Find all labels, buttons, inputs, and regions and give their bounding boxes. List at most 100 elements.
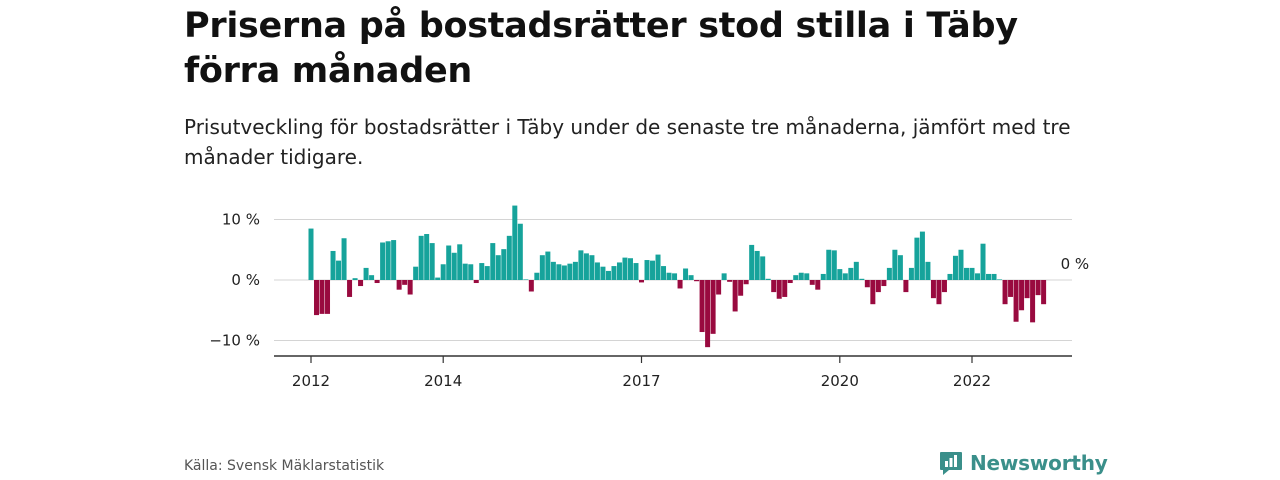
bar (997, 279, 1003, 280)
bar (611, 266, 617, 280)
bar (765, 278, 771, 280)
bar (650, 260, 656, 280)
bar (897, 255, 903, 280)
bar (1019, 280, 1025, 311)
bar (930, 280, 936, 299)
bar (600, 266, 606, 280)
bar (435, 277, 441, 280)
bar (842, 273, 848, 281)
brand-logo[interactable]: Newsworthy (938, 450, 1108, 476)
bar (622, 257, 628, 281)
annotation-label: 0 % (1061, 255, 1090, 273)
bar (446, 245, 452, 280)
x-tick-label: 2017 (622, 372, 660, 390)
bar (462, 263, 468, 281)
bar (539, 255, 545, 280)
bar (848, 267, 854, 280)
bar (627, 258, 633, 280)
bar (402, 280, 408, 285)
bar (958, 249, 964, 280)
x-tick-label: 2012 (292, 372, 330, 390)
bar (385, 241, 391, 280)
bar (831, 250, 837, 280)
bar (380, 242, 386, 280)
bar (661, 266, 667, 280)
x-tick-label: 2022 (953, 372, 991, 390)
bar (749, 244, 755, 280)
bar (963, 267, 969, 280)
bar (886, 267, 892, 280)
bar (1013, 280, 1019, 322)
bar (325, 280, 331, 314)
bar (798, 272, 804, 280)
bar (484, 266, 490, 280)
bar (743, 280, 749, 285)
bar (947, 273, 953, 280)
bar (710, 280, 716, 334)
source-note: Källa: Svensk Mäklarstatistik (184, 458, 385, 474)
bar (925, 261, 931, 280)
bar (1030, 280, 1036, 323)
bar (666, 272, 672, 280)
bar (952, 255, 958, 280)
bar (330, 250, 336, 280)
bar (941, 280, 947, 293)
bar (517, 223, 523, 281)
bar (754, 250, 760, 280)
bar (374, 280, 380, 284)
bar (936, 280, 942, 305)
bar (908, 267, 914, 280)
bar (391, 240, 397, 280)
bar (501, 249, 507, 280)
bar (352, 278, 358, 280)
bar (495, 255, 501, 280)
bar (308, 228, 314, 280)
bar (969, 267, 975, 280)
brand-name: Newsworthy (970, 451, 1108, 475)
bar (594, 262, 600, 280)
bar (760, 256, 766, 280)
bar (413, 266, 419, 280)
bar (837, 269, 843, 280)
bar (1002, 280, 1008, 305)
bar (694, 280, 700, 282)
bar (1035, 280, 1041, 296)
bar (407, 280, 413, 295)
bar (545, 251, 551, 280)
bar (881, 280, 887, 287)
bar (903, 280, 909, 293)
bar (336, 260, 342, 280)
bar (567, 263, 573, 281)
x-tick-label: 2014 (424, 372, 462, 390)
bar (991, 273, 997, 280)
bar (468, 264, 474, 280)
bar (870, 280, 876, 305)
bar (655, 254, 661, 280)
bar (341, 238, 347, 280)
newsworthy-icon (940, 452, 962, 475)
bar (771, 280, 777, 293)
bar (683, 268, 689, 280)
bar (644, 260, 650, 280)
bar (523, 279, 529, 280)
bar (677, 280, 683, 289)
bar (716, 280, 722, 295)
chart-title: Priserna på bostadsrätter stod stilla i … (184, 6, 1018, 91)
bar (826, 249, 832, 280)
bar (556, 264, 562, 280)
bar (418, 235, 424, 280)
bar (583, 253, 589, 280)
bar (975, 273, 981, 281)
bar (319, 280, 325, 314)
x-tick-label: 2020 (821, 372, 859, 390)
bar (512, 205, 518, 280)
bar (396, 280, 402, 290)
bar (424, 234, 430, 280)
bar (358, 280, 364, 287)
bar (688, 275, 694, 280)
bar (732, 280, 738, 312)
bar (919, 231, 925, 280)
y-tick-label: −10 % (209, 332, 260, 350)
bar (457, 244, 463, 281)
bar (451, 252, 457, 280)
